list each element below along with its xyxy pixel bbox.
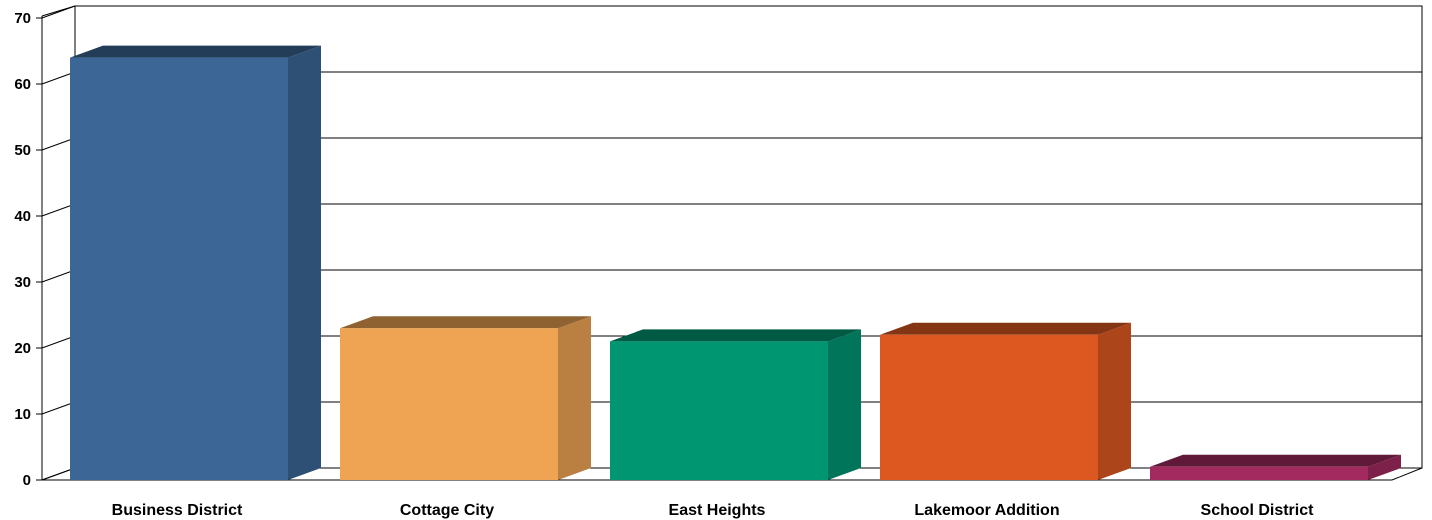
gridline-side	[41, 203, 76, 217]
bars-layer	[70, 45, 1401, 480]
bar	[610, 329, 861, 480]
y-tick-label: 50	[14, 142, 31, 159]
bar	[1150, 454, 1401, 480]
x-tick-label: School District	[1201, 502, 1315, 519]
bar-side	[1098, 322, 1131, 480]
bar-side	[558, 316, 591, 480]
bar	[880, 322, 1131, 480]
bar-front	[70, 57, 288, 480]
bar-front	[610, 341, 828, 480]
gridline-side	[41, 335, 76, 349]
labels-layer: 0 10 20 30 40 50 60 70 Business District Cottage …	[14, 10, 1314, 519]
bar	[70, 45, 321, 480]
y-tick-label: 60	[14, 76, 31, 93]
y-tick-label: 0	[23, 472, 31, 489]
gridline-side	[41, 401, 76, 415]
bar-front	[340, 328, 558, 480]
bar-top	[610, 329, 861, 342]
y-tick-label: 40	[14, 208, 31, 225]
bar-top	[880, 322, 1131, 335]
bar	[340, 316, 591, 480]
y-tick-label: 10	[14, 406, 31, 423]
bar-top	[340, 316, 591, 329]
x-tick-label: Cottage City	[400, 502, 494, 519]
bar-front	[880, 334, 1098, 480]
x-tick-label: Business District	[112, 502, 243, 519]
gridline-side	[41, 5, 76, 19]
bar-side	[288, 45, 321, 480]
bar-top	[1150, 454, 1401, 467]
bar-side	[1368, 454, 1401, 480]
gridline-side	[41, 467, 76, 481]
y-tick-label: 20	[14, 340, 31, 357]
gridline-side	[41, 71, 76, 85]
gridline-side	[41, 269, 76, 283]
bar-side	[828, 329, 861, 480]
gridline-side	[41, 137, 76, 151]
x-tick-label: East Heights	[669, 502, 766, 519]
bar-top	[70, 45, 321, 58]
bar-front	[1150, 466, 1368, 480]
y-tick-label: 70	[14, 10, 31, 27]
x-tick-label: Lakemoor Addition	[914, 502, 1059, 519]
y-tick-label: 30	[14, 274, 31, 291]
